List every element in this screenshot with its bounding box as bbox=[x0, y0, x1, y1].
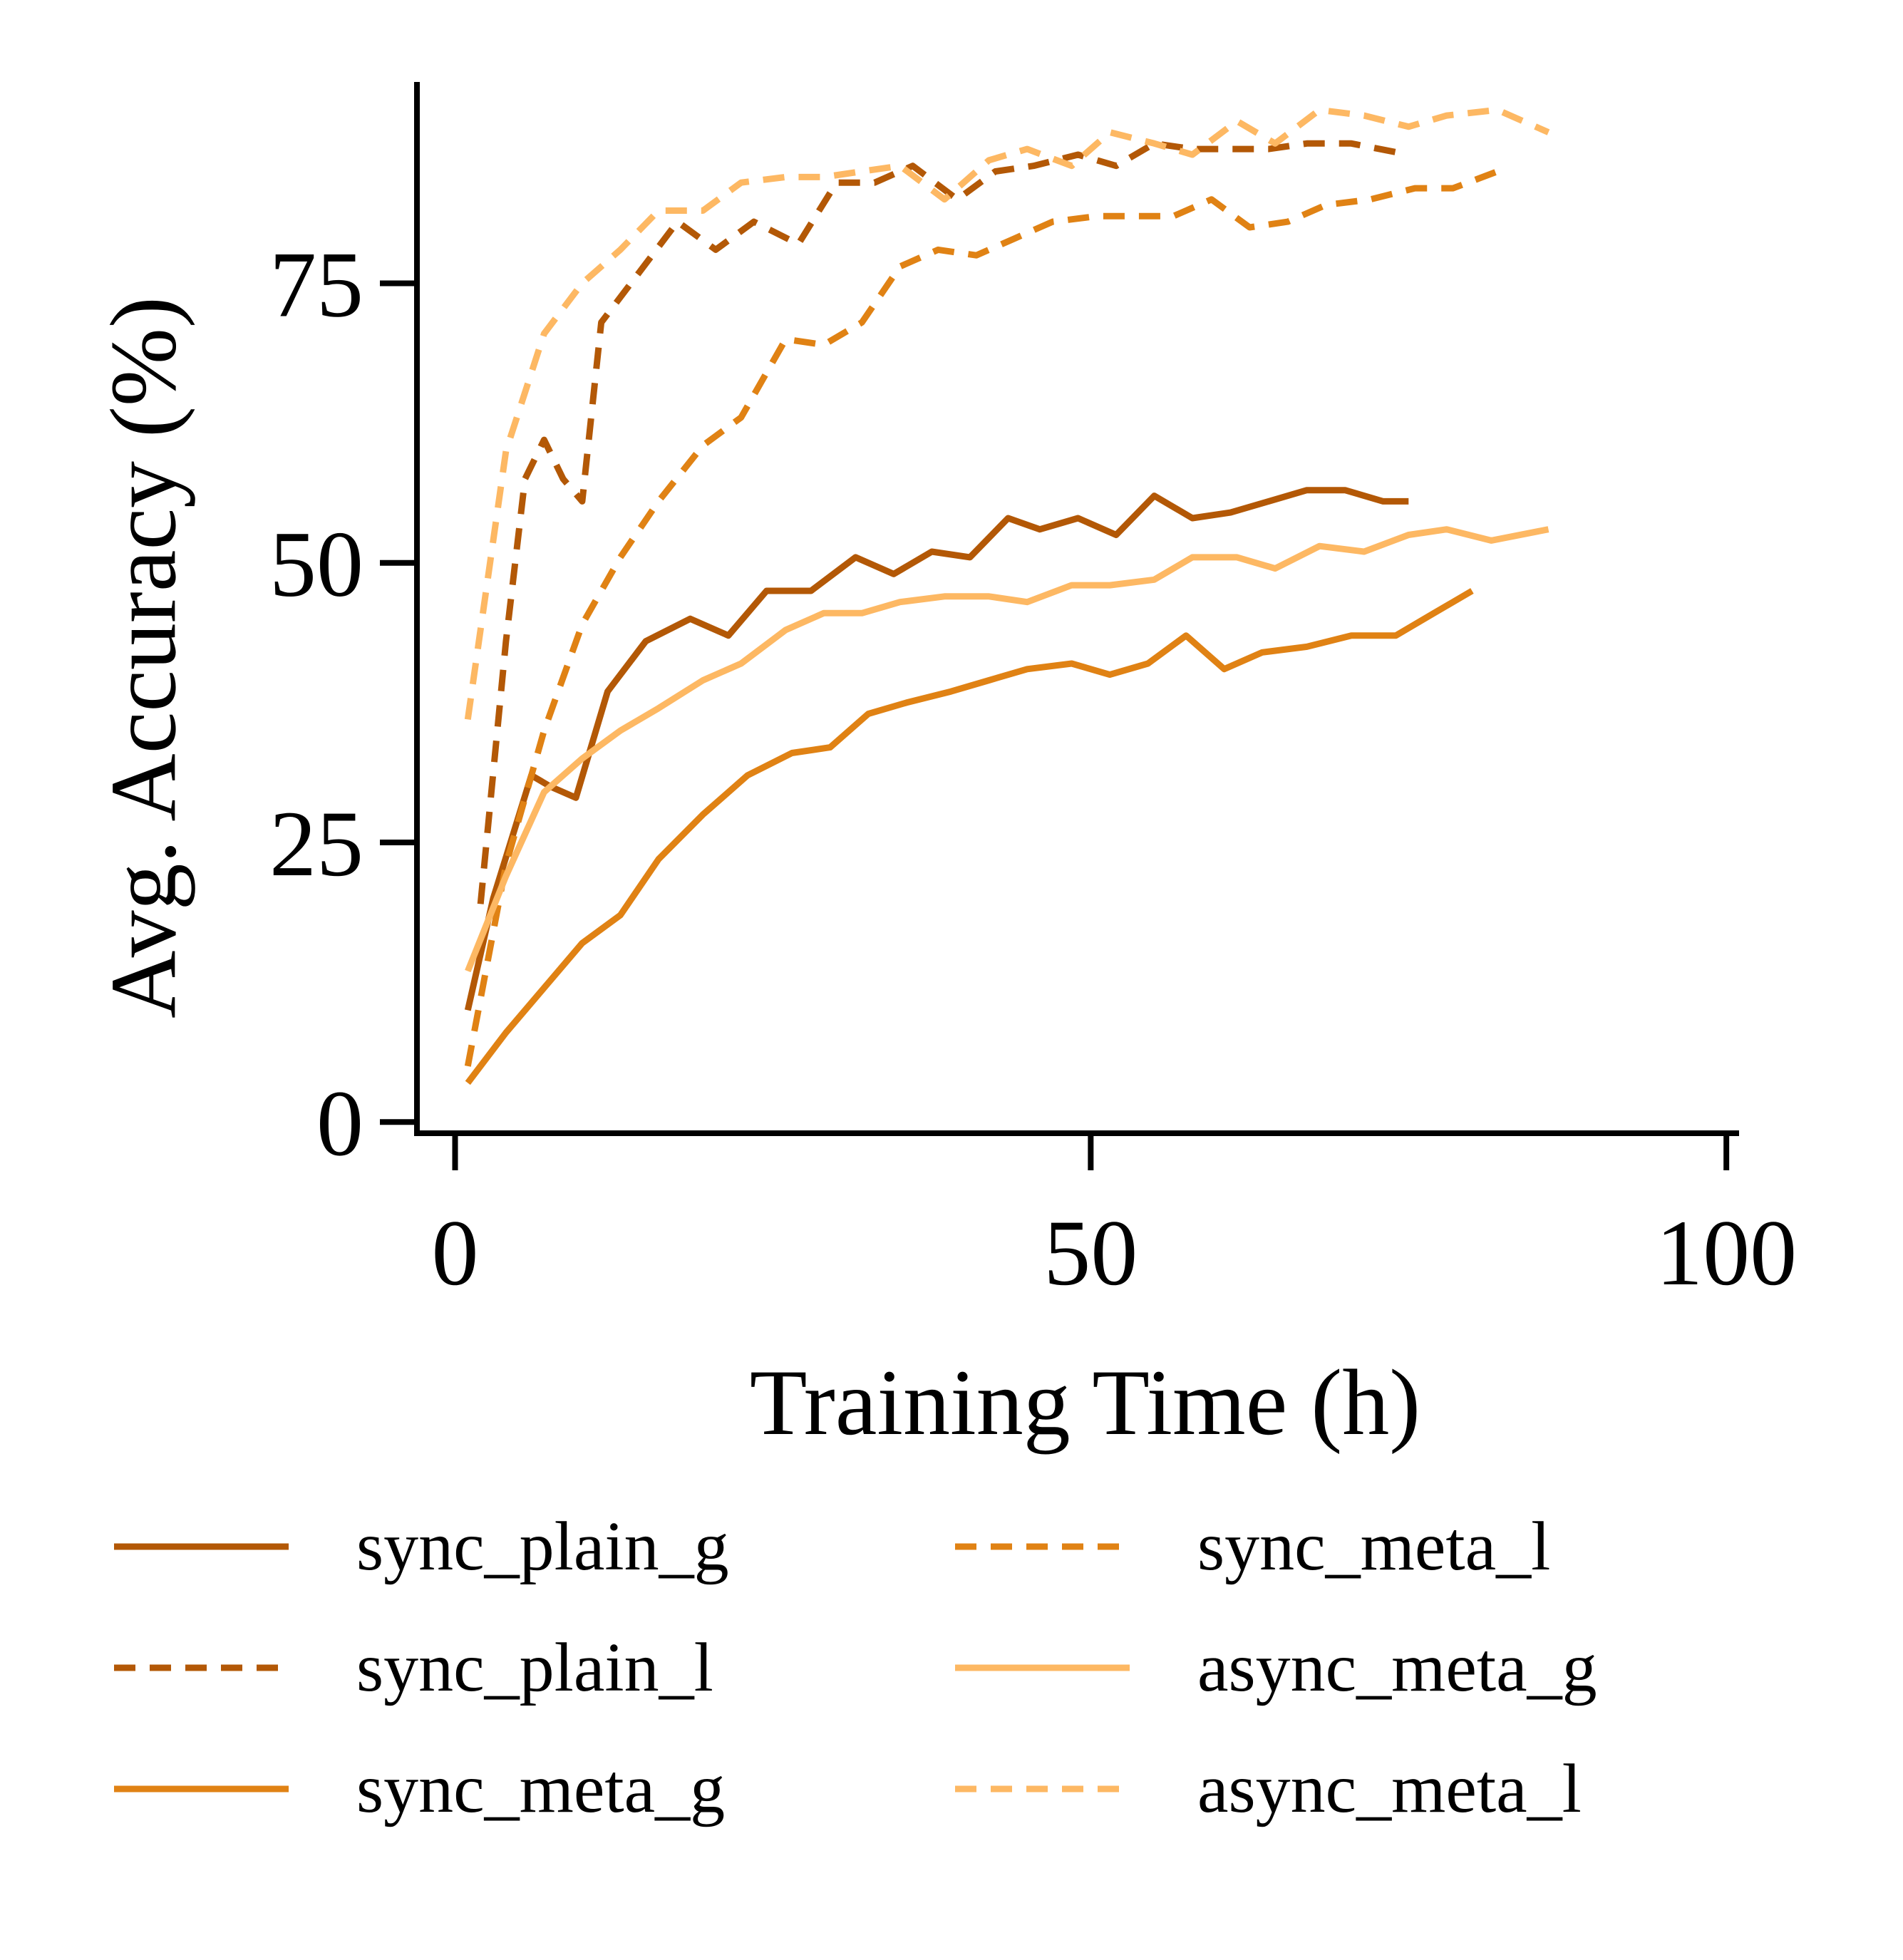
series-line-sync_plain_l bbox=[477, 140, 1410, 904]
legend-label-sync_plain_g: sync_plain_g bbox=[356, 1508, 729, 1585]
x-ticks: 0 50 100 bbox=[432, 1133, 1797, 1305]
y-tick-label: 50 bbox=[269, 512, 363, 617]
x-axis-label: Training Time (h) bbox=[750, 1350, 1420, 1455]
series-line-async_meta_l bbox=[464, 106, 1550, 721]
series-lines bbox=[464, 106, 1550, 1085]
x-tick-label: 0 bbox=[432, 1200, 479, 1305]
legend-label-sync_meta_l: sync_meta_l bbox=[1197, 1508, 1550, 1585]
legend-label-sync_plain_l: sync_plain_l bbox=[356, 1629, 713, 1706]
y-ticks: 0 25 50 75 bbox=[269, 232, 417, 1175]
legend-label-async_meta_g: async_meta_g bbox=[1197, 1629, 1597, 1706]
series-line-sync_meta_g bbox=[465, 588, 1474, 1085]
legend-label-sync_meta_g: sync_meta_g bbox=[356, 1750, 725, 1827]
y-axis-label: Avg. Accuracy (%) bbox=[91, 296, 195, 1018]
x-tick-label: 100 bbox=[1656, 1200, 1797, 1305]
y-tick-label: 75 bbox=[269, 232, 363, 336]
x-tick-label: 50 bbox=[1043, 1200, 1138, 1305]
series-line-async_meta_g bbox=[465, 526, 1549, 973]
legend: sync_plain_g sync_plain_l sync_meta_g sync_… bbox=[114, 1508, 1597, 1827]
y-tick-label: 0 bbox=[316, 1071, 363, 1175]
legend-label-async_meta_l: async_meta_l bbox=[1197, 1750, 1582, 1827]
series-line-sync_meta_l bbox=[464, 168, 1499, 1067]
y-tick-label: 25 bbox=[269, 791, 363, 896]
series-line-sync_plain_g bbox=[464, 487, 1409, 1011]
